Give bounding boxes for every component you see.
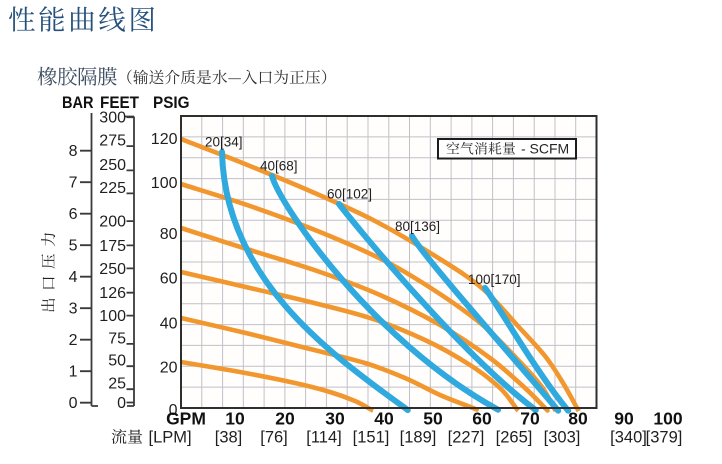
svg-text:40: 40 — [374, 409, 394, 429]
svg-text:6: 6 — [69, 206, 78, 223]
svg-text:[340]: [340] — [610, 429, 647, 447]
svg-text:80: 80 — [160, 226, 178, 243]
svg-text:2: 2 — [69, 332, 78, 349]
svg-text:[76]: [76] — [260, 429, 288, 447]
svg-text:0: 0 — [69, 395, 78, 412]
svg-text:BAR: BAR — [62, 93, 94, 112]
svg-text:300: 300 — [99, 110, 126, 127]
svg-text:[227]: [227] — [448, 429, 485, 447]
svg-text:250: 250 — [99, 261, 126, 278]
svg-text:225: 225 — [99, 180, 126, 197]
svg-text:100: 100 — [653, 409, 682, 429]
svg-text:80[136]: 80[136] — [395, 219, 440, 234]
svg-text:0: 0 — [169, 402, 178, 419]
svg-text:275: 275 — [99, 133, 126, 150]
svg-text:200: 200 — [99, 214, 126, 231]
svg-text:50: 50 — [108, 353, 126, 370]
svg-text:60: 60 — [160, 270, 178, 287]
svg-text:25: 25 — [108, 376, 126, 393]
svg-text:250: 250 — [99, 157, 126, 174]
svg-text:[151]: [151] — [353, 429, 390, 447]
svg-text:120: 120 — [151, 131, 178, 148]
svg-text:100: 100 — [99, 308, 126, 325]
svg-text:7: 7 — [69, 175, 78, 192]
svg-text:100[170]: 100[170] — [468, 272, 521, 287]
svg-text:60: 60 — [472, 409, 492, 429]
svg-text:GPM: GPM — [166, 409, 206, 429]
svg-text:[189]: [189] — [400, 429, 437, 447]
svg-text:[LPM]: [LPM] — [149, 429, 192, 447]
svg-text:3: 3 — [69, 301, 78, 318]
svg-text:4: 4 — [69, 269, 78, 286]
svg-text:90: 90 — [614, 409, 634, 429]
svg-text:70: 70 — [520, 409, 540, 429]
svg-text:8: 8 — [69, 143, 78, 160]
svg-text:20[34]: 20[34] — [205, 135, 243, 150]
svg-text:[265]: [265] — [496, 429, 533, 447]
svg-text:20: 20 — [275, 409, 295, 429]
svg-text:126: 126 — [99, 285, 126, 302]
svg-text:175: 175 — [99, 238, 126, 255]
svg-text:10: 10 — [225, 409, 245, 429]
svg-text:[303]: [303] — [544, 429, 581, 447]
svg-text:40: 40 — [160, 316, 178, 333]
svg-text:0: 0 — [117, 395, 126, 412]
svg-text:50: 50 — [423, 409, 443, 429]
svg-text:75: 75 — [108, 330, 126, 347]
svg-text:- SCFM: - SCFM — [521, 141, 569, 157]
svg-text:FEET: FEET — [100, 93, 140, 112]
svg-text:[38]: [38] — [215, 429, 243, 447]
svg-text:30: 30 — [325, 409, 345, 429]
svg-text:100: 100 — [151, 175, 178, 192]
svg-text:[114]: [114] — [306, 429, 341, 447]
svg-text:[379]: [379] — [646, 429, 683, 447]
svg-text:60[102]: 60[102] — [327, 187, 372, 202]
svg-text:80: 80 — [568, 409, 588, 429]
svg-text:20: 20 — [160, 360, 178, 377]
svg-text:PSIG: PSIG — [153, 93, 190, 112]
svg-text:40[68]: 40[68] — [260, 159, 298, 174]
svg-text:5: 5 — [69, 238, 78, 255]
svg-text:1: 1 — [69, 364, 78, 381]
